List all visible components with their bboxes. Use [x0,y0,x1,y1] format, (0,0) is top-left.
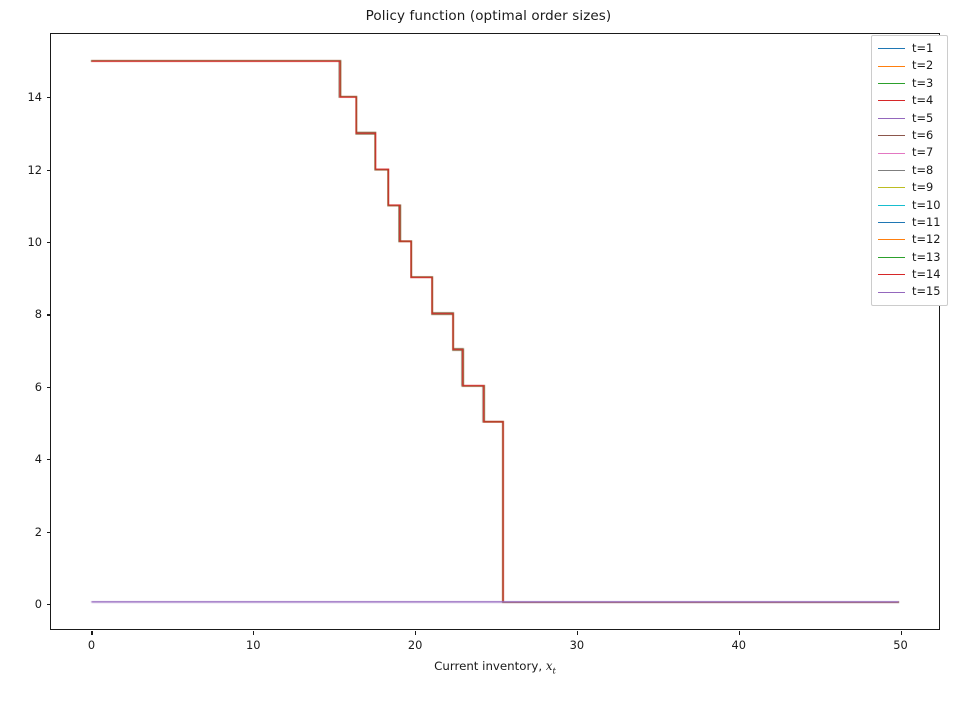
x-tick-label: 0 [87,638,96,652]
x-tick-label: 40 [731,638,746,652]
legend-item[interactable]: t=3 [878,75,941,92]
legend-item[interactable]: t=4 [878,92,941,109]
y-tick-label: 0 [34,596,42,611]
legend-item[interactable]: t=2 [878,57,941,74]
y-tick-label: 2 [34,524,42,539]
legend-item[interactable]: t=1 [878,40,941,57]
plot-canvas [51,34,939,629]
x-axis-label-subscript: t [552,665,556,676]
x-tick-label: 30 [569,638,585,652]
y-tick-mark [47,386,51,388]
x-tick-label: 10 [246,638,261,652]
y-tick-mark [47,169,51,171]
legend-line-swatch [878,256,905,258]
y-tick-label: 10 [27,235,43,250]
x-tick-mark [415,631,417,635]
legend-line-swatch [878,239,905,241]
legend-item-label: t=7 [912,145,934,160]
legend-item-label: t=6 [912,127,934,142]
legend-line-swatch [878,274,905,276]
legend-line-swatch [878,222,905,224]
legend-line-swatch [878,291,905,293]
legend[interactable]: t=1 t=2 t=3 t=4 t=5 t=6 t=7 t=8 t=9 t=10 t=11 t=12 t… [871,35,948,306]
legend-item-label: t=10 [912,197,941,212]
legend-item[interactable]: t=8 [878,162,941,179]
x-tick-mark [900,631,902,635]
legend-line-swatch [878,82,905,84]
x-tick-mark [738,631,740,635]
legend-item[interactable]: t=5 [878,110,941,127]
legend-item-label: t=8 [912,162,934,177]
legend-line-swatch [878,117,905,119]
legend-line-swatch [878,100,905,102]
legend-item-label: t=9 [912,180,934,195]
legend-item[interactable]: t=9 [878,179,941,196]
legend-line-swatch [878,187,905,189]
y-tick-label: 12 [27,162,43,177]
legend-item-label: t=5 [912,110,934,125]
x-axis-label-variable: x [545,659,553,673]
legend-item[interactable]: t=14 [878,266,941,283]
plot-axes: 0 10 20 30 40 50 0 2 4 6 8 10 12 14 [28,33,940,652]
x-axis-label-text: Current inventory, [434,659,546,673]
x-tick-mark [91,631,93,635]
x-axis-label: Current inventory, xt [50,659,940,675]
y-tick-label: 8 [34,307,42,322]
chart-title: Policy function (optimal order sizes) [365,8,612,24]
legend-item-label: t=2 [912,58,934,73]
legend-line-swatch [878,169,905,171]
legend-item-label: t=1 [912,40,934,55]
legend-item[interactable]: t=13 [878,249,941,266]
y-tick-label: 4 [34,452,42,467]
legend-item-label: t=3 [912,75,934,90]
legend-item[interactable]: t=11 [878,214,941,231]
legend-item[interactable]: t=6 [878,127,941,144]
x-tick-label: 50 [893,638,908,652]
x-tick-mark [576,631,578,635]
legend-line-swatch [878,65,905,67]
y-tick-label: 6 [34,379,42,394]
legend-item-label: t=11 [912,214,941,229]
legend-item-label: t=13 [912,249,941,264]
x-tick-mark [253,631,255,635]
legend-item[interactable]: t=10 [878,197,941,214]
y-tick-mark [47,97,51,99]
legend-line-swatch [878,152,905,154]
legend-item-label: t=15 [912,284,941,299]
y-tick-mark [47,459,51,461]
legend-item-label: t=12 [912,232,941,247]
legend-item[interactable]: t=15 [878,283,941,300]
legend-item-label: t=14 [912,267,941,282]
y-tick-label: 14 [27,90,43,105]
y-tick-mark [47,242,51,244]
y-tick-mark [47,531,51,533]
y-tick-mark [47,603,51,605]
legend-item-label: t=4 [912,93,934,108]
legend-line-swatch [878,204,905,206]
legend-item[interactable]: t=7 [878,144,941,161]
y-tick-mark [47,314,51,316]
x-tick-label: 20 [407,638,423,652]
legend-line-swatch [878,135,905,137]
legend-item[interactable]: t=12 [878,231,941,248]
legend-line-swatch [878,48,905,50]
